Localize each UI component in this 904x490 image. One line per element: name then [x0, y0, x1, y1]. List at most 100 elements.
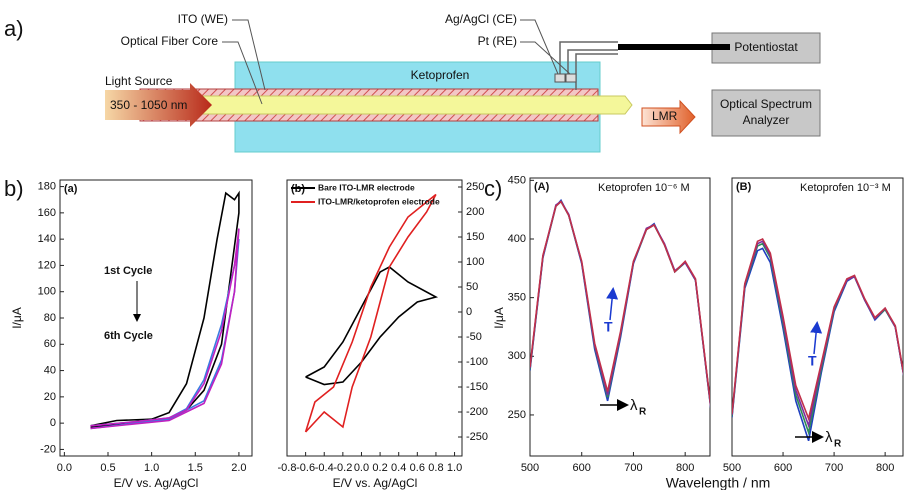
- legend-label: Bare ITO-LMR electrode: [318, 182, 415, 192]
- panel-tag: (a): [64, 183, 78, 195]
- plot-frame: [286, 179, 463, 457]
- y-tick-label: -50: [466, 331, 482, 343]
- y-tick-label: 150: [466, 231, 484, 243]
- x-tick-label: 0.2: [372, 462, 387, 474]
- y-tick-label: 0: [466, 306, 472, 318]
- y-tick-label: -20: [40, 443, 56, 455]
- y-tick-label: -200: [466, 406, 488, 418]
- y-tick-label: 450: [508, 174, 526, 186]
- data-line: [530, 200, 710, 408]
- plot-area: [732, 237, 903, 442]
- annotation: R: [639, 407, 647, 418]
- y-tick-label: 60: [44, 338, 56, 350]
- x-axis-label: E/V vs. Ag/AgCl: [333, 476, 418, 490]
- data-line: [732, 240, 903, 429]
- x-tick-label: 0.6: [410, 462, 425, 474]
- data-line: [304, 193, 437, 433]
- legend-label: ITO-LMR/ketoprofen electrode: [318, 196, 440, 206]
- x-tick-label: 0.5: [100, 462, 115, 474]
- data-line: [90, 228, 240, 430]
- annotation: λ: [630, 397, 638, 414]
- panel-label: b): [4, 176, 24, 201]
- x-axis-label: Wavelength / nm: [666, 475, 771, 490]
- diagram-label: Ag/AgCl (CE): [445, 12, 517, 26]
- diagram-label: Optical Fiber Core: [121, 34, 219, 48]
- x-tick-label: -0.4: [315, 462, 334, 474]
- y-tick-label: 40: [44, 364, 56, 376]
- data-line: [732, 247, 903, 442]
- x-tick-label: -0.6: [296, 462, 315, 474]
- annotation: 6th Cycle: [104, 330, 153, 342]
- panel-label: c): [484, 176, 502, 201]
- y-tick-label: 250: [466, 181, 484, 193]
- x-tick-label: 1.0: [447, 462, 462, 474]
- y-tick-label: -150: [466, 381, 488, 393]
- x-axis-label: E/V vs. Ag/AgCl: [114, 476, 199, 490]
- panel-label: a): [4, 16, 24, 41]
- subtitle: Ketoprofen 10⁻³ M: [800, 182, 891, 194]
- y-tick-label: 50: [466, 281, 478, 293]
- diagram-label: Pt (RE): [478, 34, 517, 48]
- y-tick-label: 120: [38, 259, 56, 271]
- diagram-label: ITO (WE): [178, 12, 228, 26]
- lmr-arrow: [641, 99, 696, 135]
- x-tick-label: 700: [825, 462, 843, 474]
- y-tick-label: 250: [508, 409, 526, 421]
- data-line: [305, 266, 439, 386]
- plot-area: [530, 198, 710, 409]
- diagram-label: Optical Spectrum: [720, 97, 812, 111]
- annotation: T: [808, 353, 817, 369]
- y-tick-label: -100: [466, 356, 488, 368]
- data-line: [530, 200, 710, 408]
- light-arrow: [105, 83, 212, 127]
- y-tick-label: 20: [44, 391, 56, 403]
- x-tick-label: 800: [876, 462, 894, 474]
- diagram-label: Analyzer: [743, 113, 790, 127]
- x-tick-label: 700: [624, 462, 642, 474]
- diagram-label: Potentiostat: [734, 40, 798, 54]
- y-tick-label: 140: [38, 233, 56, 245]
- y-axis-label: I/μA: [492, 307, 506, 329]
- x-tick-label: -0.2: [333, 462, 352, 474]
- plot-area: [90, 190, 240, 430]
- analyzer-box: [711, 89, 821, 137]
- data-line: [530, 198, 710, 409]
- y-tick-label: 80: [44, 312, 56, 324]
- y-tick-label: 200: [466, 206, 484, 218]
- x-tick-label: 500: [723, 462, 741, 474]
- panel-tag: (A): [534, 181, 550, 193]
- diagram-label: LMR: [652, 109, 678, 123]
- data-line: [530, 200, 710, 407]
- diagram: ITO (WE) Optical Fiber Core Ag/AgCl (CE)…: [105, 12, 821, 153]
- y-tick-label: 100: [38, 286, 56, 298]
- x-tick-label: 800: [676, 462, 694, 474]
- data-line: [90, 190, 240, 428]
- x-tick-label: 0.0: [57, 462, 72, 474]
- annotation: 1st Cycle: [104, 265, 152, 277]
- x-tick-label: 500: [521, 462, 539, 474]
- y-tick-label: 180: [38, 180, 56, 192]
- y-tick-label: 350: [508, 292, 526, 304]
- x-tick-label: 1.0: [144, 462, 159, 474]
- annotation-arrow: [810, 321, 823, 355]
- annotation: R: [834, 439, 842, 450]
- annotation: λ: [825, 429, 833, 446]
- electrode: [554, 73, 566, 83]
- diagram-label: 350 - 1050 nm: [110, 98, 187, 112]
- plot-frame: [529, 177, 711, 457]
- plot-area: [304, 193, 439, 433]
- annotation: T: [604, 319, 613, 335]
- y-axis-label: I/μA: [10, 307, 24, 329]
- data-line: [732, 242, 903, 436]
- y-tick-label: 400: [508, 233, 526, 245]
- x-tick-label: 600: [573, 462, 591, 474]
- x-tick-label: 600: [774, 462, 792, 474]
- diagram-label: Ketoprofen: [411, 68, 470, 82]
- annotation-arrow: [606, 287, 619, 321]
- y-tick-label: 300: [508, 350, 526, 362]
- y-tick-label: 0: [50, 417, 56, 429]
- y-tick-label: 160: [38, 207, 56, 219]
- plot-frame: [731, 177, 904, 457]
- diagram-label: Light Source: [105, 74, 173, 88]
